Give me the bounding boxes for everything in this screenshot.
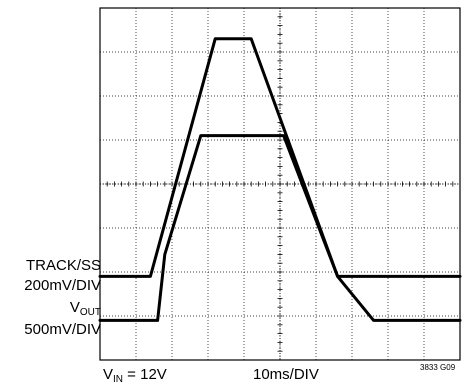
vin-label-value: = 12V: [123, 366, 167, 383]
vin-label-main: V: [103, 366, 114, 383]
vin-label-sub: IN: [113, 374, 124, 385]
vout-label: VOUT: [69, 299, 101, 318]
traces: [98, 37, 462, 322]
vout-scale-label: 500mV/DIV: [24, 321, 101, 338]
track-ss-label: TRACK/SS: [25, 257, 101, 274]
trace-track-ss: [98, 37, 462, 278]
track-ss-scale-label: 200mV/DIV: [24, 277, 101, 294]
vout-label-sub: OUT: [79, 307, 101, 318]
grid: [99, 7, 461, 361]
time-scale-label: 10ms/DIV: [253, 366, 319, 383]
plot-border: [99, 7, 461, 361]
trace-vout: [98, 134, 462, 322]
figure-id-label: 3833 G09: [420, 363, 456, 372]
vin-condition-label: VIN = 12V: [103, 366, 167, 385]
vout-label-main: V: [69, 299, 80, 316]
